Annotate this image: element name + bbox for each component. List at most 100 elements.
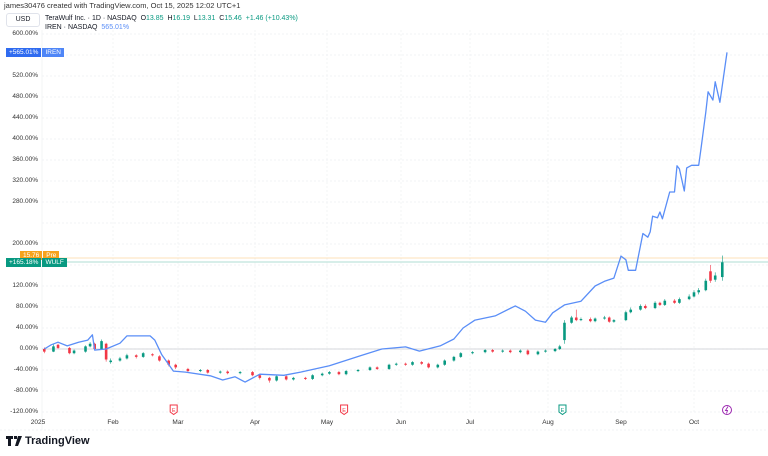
candle-body bbox=[186, 368, 190, 372]
x-tick-label: Feb bbox=[107, 419, 119, 426]
split-icon bbox=[722, 405, 732, 415]
candle-body bbox=[653, 302, 657, 309]
candle-body bbox=[704, 280, 708, 291]
y-tick-label: 40.00% bbox=[15, 324, 38, 331]
candle-body bbox=[56, 344, 60, 348]
x-tick-label: Apr bbox=[249, 419, 261, 426]
candle-body bbox=[238, 372, 242, 374]
candle-body bbox=[427, 363, 430, 368]
x-tick-label: Aug bbox=[542, 419, 554, 426]
candle-body bbox=[629, 309, 633, 313]
candle-body bbox=[536, 351, 540, 355]
candle-body bbox=[134, 355, 138, 357]
candle-body bbox=[663, 300, 667, 305]
candle-body bbox=[344, 371, 348, 375]
candle-body bbox=[258, 375, 262, 378]
candle-body bbox=[720, 262, 724, 278]
candle-body bbox=[709, 271, 712, 281]
x-tick-label: May bbox=[320, 419, 334, 426]
earnings-letter: E bbox=[342, 408, 346, 414]
candle-body bbox=[356, 370, 360, 372]
candle-body bbox=[603, 317, 606, 319]
candle-body bbox=[109, 360, 113, 363]
iren-price-tag: +565.01% IREN bbox=[6, 48, 64, 57]
y-tick-label: 480.00% bbox=[12, 93, 38, 100]
close-label: C bbox=[219, 15, 225, 22]
candle-body bbox=[644, 305, 647, 309]
candle-body bbox=[526, 350, 530, 355]
candle-body bbox=[72, 350, 76, 354]
candle-body bbox=[52, 346, 55, 352]
candle-body bbox=[337, 372, 341, 375]
candle-body bbox=[151, 354, 154, 356]
candle-body bbox=[42, 349, 46, 352]
low-value: 13.31 bbox=[197, 15, 216, 22]
compare-legend: IREN · NASDAQ 565.01% bbox=[45, 24, 129, 31]
y-tick-label: 80.00% bbox=[15, 303, 38, 310]
candle-body bbox=[673, 300, 676, 303]
candle-body bbox=[226, 371, 229, 374]
candle-body bbox=[104, 343, 108, 360]
candle-body bbox=[553, 349, 557, 352]
candle-body bbox=[483, 350, 487, 353]
candle-body bbox=[275, 376, 278, 381]
candle-body bbox=[624, 312, 628, 321]
y-tick-label: 360.00% bbox=[12, 156, 38, 163]
pre-tag-label: Pre bbox=[43, 251, 60, 260]
x-tick-label: Jun bbox=[395, 419, 407, 426]
candle-body bbox=[544, 350, 547, 352]
open-value: 13.85 bbox=[146, 15, 164, 22]
candle-body bbox=[84, 346, 87, 352]
candle-body bbox=[320, 373, 324, 376]
wulf-price-tag: +165.18% WULF bbox=[6, 258, 67, 267]
y-tick-label: 400.00% bbox=[12, 135, 38, 142]
candle-body bbox=[508, 350, 512, 353]
earnings-icon bbox=[169, 404, 178, 416]
y-tick-label: -40.00% bbox=[13, 366, 38, 373]
candle-body bbox=[158, 356, 161, 361]
candle-body bbox=[471, 352, 474, 354]
candle-body bbox=[411, 362, 414, 365]
candle-body bbox=[141, 353, 145, 357]
earnings-letter: E bbox=[172, 408, 176, 414]
x-tick-label: Mar bbox=[172, 419, 184, 426]
currency-button[interactable]: USD bbox=[6, 13, 40, 27]
candle-body bbox=[713, 275, 717, 280]
candle-body bbox=[125, 355, 129, 359]
tradingview-logo[interactable]: TradingView bbox=[6, 435, 90, 447]
tradingview-logo-icon bbox=[6, 436, 22, 446]
earnings-icon bbox=[340, 404, 349, 416]
y-tick-label: 0.00% bbox=[19, 345, 38, 352]
candle-body bbox=[292, 377, 295, 380]
main-legend: TeraWulf Inc. · 1D · NASDAQ O13.85 H16.1… bbox=[45, 15, 298, 22]
candle-body bbox=[328, 372, 331, 374]
candle-body bbox=[491, 350, 494, 352]
candle-body bbox=[459, 353, 463, 357]
compare-title[interactable]: IREN · NASDAQ bbox=[45, 24, 98, 31]
y-tick-label: 120.00% bbox=[12, 282, 38, 289]
y-tick-label: 440.00% bbox=[12, 114, 38, 121]
y-tick-label: 280.00% bbox=[12, 198, 38, 205]
candle-body bbox=[574, 317, 578, 321]
open-label: O bbox=[140, 15, 147, 22]
candle-body bbox=[612, 320, 616, 322]
wulf-tag-value: +165.18% bbox=[6, 258, 42, 267]
symbol-title[interactable]: TeraWulf Inc. · 1D · NASDAQ bbox=[45, 15, 137, 22]
candle-body bbox=[697, 290, 701, 293]
y-tick-label: 600.00% bbox=[12, 30, 38, 37]
wulf-tag-label: WULF bbox=[42, 258, 67, 267]
candle-body bbox=[607, 317, 611, 322]
x-tick-label: 2025 bbox=[30, 419, 46, 426]
candle-body bbox=[268, 377, 271, 381]
high-label: H bbox=[167, 15, 173, 22]
candle-body bbox=[519, 350, 522, 353]
pre-tag-value: 15.76 bbox=[20, 251, 43, 260]
candle-body bbox=[284, 376, 288, 380]
iren-tag-value: +565.01% bbox=[6, 48, 42, 57]
candle-body bbox=[368, 367, 372, 370]
candle-body bbox=[558, 346, 562, 349]
candle-body bbox=[452, 356, 456, 361]
x-tick-label: Sep bbox=[615, 419, 627, 426]
candle-body bbox=[304, 377, 307, 379]
